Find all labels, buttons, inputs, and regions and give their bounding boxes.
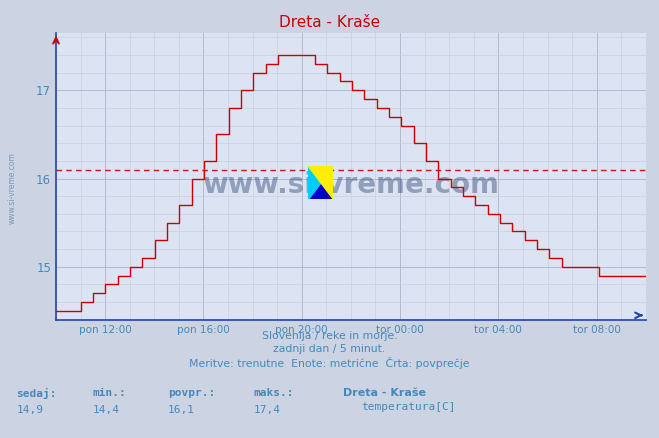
Polygon shape xyxy=(308,166,333,199)
Text: www.si-vreme.com: www.si-vreme.com xyxy=(8,152,17,224)
Text: 16,1: 16,1 xyxy=(168,405,195,415)
Text: 17,4: 17,4 xyxy=(254,405,281,415)
Text: Meritve: trenutne  Enote: metrične  Črta: povprečje: Meritve: trenutne Enote: metrične Črta: … xyxy=(189,357,470,369)
Text: Slovenija / reke in morje.: Slovenija / reke in morje. xyxy=(262,331,397,341)
Text: min.:: min.: xyxy=(92,388,126,398)
Polygon shape xyxy=(308,166,333,199)
Text: Dreta - Kraše: Dreta - Kraše xyxy=(279,15,380,30)
Text: temperatura[C]: temperatura[C] xyxy=(361,402,455,412)
Text: maks.:: maks.: xyxy=(254,388,294,398)
Text: sedaj:: sedaj: xyxy=(16,388,57,399)
Text: 14,9: 14,9 xyxy=(16,405,43,415)
Text: 14,4: 14,4 xyxy=(92,405,119,415)
Text: www.si-vreme.com: www.si-vreme.com xyxy=(202,171,500,199)
Polygon shape xyxy=(308,166,333,199)
Text: povpr.:: povpr.: xyxy=(168,388,215,398)
Text: zadnji dan / 5 minut.: zadnji dan / 5 minut. xyxy=(273,344,386,354)
Text: Dreta - Kraše: Dreta - Kraše xyxy=(343,388,426,398)
